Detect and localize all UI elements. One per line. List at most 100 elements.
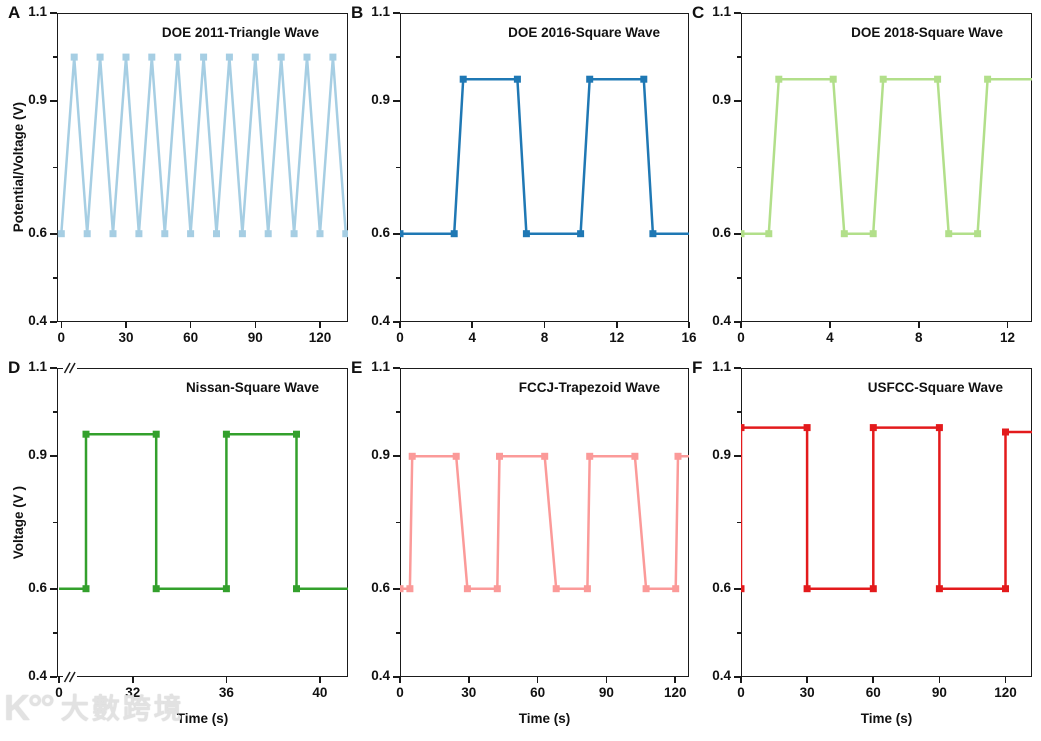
data-marker bbox=[96, 53, 104, 61]
data-marker bbox=[869, 585, 877, 593]
panel-title-C: DOE 2018-Square Wave bbox=[851, 25, 1003, 40]
data-marker bbox=[829, 75, 837, 83]
x-tick-label: 12 bbox=[609, 330, 625, 345]
data-marker bbox=[493, 585, 501, 593]
data-marker bbox=[631, 452, 639, 460]
data-marker bbox=[1002, 585, 1009, 593]
y-tick-label: 0.4 bbox=[712, 668, 731, 683]
data-marker bbox=[293, 430, 300, 438]
x-tick-label: 0 bbox=[57, 330, 66, 345]
x-tick-label: 120 bbox=[663, 685, 687, 700]
y-major-tick bbox=[393, 367, 400, 369]
y-tick-label: 0.4 bbox=[371, 668, 390, 683]
x-tick-label: 60 bbox=[183, 330, 199, 345]
x-major-tick bbox=[399, 677, 401, 683]
y-major-tick bbox=[734, 455, 741, 458]
x-tick-label: 120 bbox=[308, 330, 332, 345]
y-major-tick bbox=[50, 455, 57, 458]
data-marker bbox=[122, 53, 130, 61]
data-marker bbox=[251, 53, 259, 61]
y-major-tick bbox=[734, 12, 741, 14]
y-tick-label: 0.4 bbox=[28, 668, 47, 683]
y-minor-tick bbox=[396, 277, 400, 279]
x-axis-title-D: Time (s) bbox=[176, 711, 229, 726]
waveform-A bbox=[57, 53, 348, 238]
data-marker bbox=[342, 230, 348, 238]
y-minor-tick bbox=[53, 277, 57, 279]
wave-line-C bbox=[741, 77, 1032, 235]
x-tick-label: 40 bbox=[312, 685, 328, 700]
data-marker bbox=[406, 585, 414, 593]
x-major-tick bbox=[740, 677, 742, 683]
y-major-tick bbox=[393, 321, 400, 323]
data-marker bbox=[408, 452, 416, 460]
y-axis-title-text: Potential/Voltage (V) bbox=[10, 102, 26, 233]
y-tick-label: 0.6 bbox=[712, 224, 731, 240]
y-tick-label: 0.9 bbox=[712, 92, 731, 108]
data-marker bbox=[70, 53, 78, 61]
x-major-tick bbox=[125, 322, 127, 328]
y-major-tick bbox=[50, 232, 57, 235]
data-marker bbox=[674, 452, 682, 460]
x-tick-label: 120 bbox=[994, 685, 1017, 700]
wave-line-D bbox=[59, 432, 348, 590]
y-major-tick bbox=[393, 232, 400, 235]
data-marker bbox=[672, 585, 680, 593]
data-marker bbox=[161, 230, 169, 238]
data-marker bbox=[200, 53, 208, 61]
data-marker bbox=[803, 585, 811, 593]
x-major-tick bbox=[605, 677, 608, 683]
y-major-tick bbox=[50, 587, 57, 590]
data-marker bbox=[496, 452, 503, 460]
y-tick-label: 0.4 bbox=[28, 313, 47, 328]
y-major-tick bbox=[50, 100, 57, 103]
data-marker bbox=[974, 230, 982, 238]
y-tick-label: 0.9 bbox=[28, 447, 47, 463]
x-tick-label: 0 bbox=[55, 685, 63, 700]
y-minor-tick bbox=[737, 277, 741, 279]
y-minor-tick bbox=[737, 56, 741, 58]
axis-break-mark bbox=[63, 362, 77, 374]
data-marker bbox=[935, 585, 943, 593]
y-tick-label: 1.1 bbox=[28, 359, 47, 374]
y-major-tick bbox=[734, 321, 741, 323]
waveform-B bbox=[400, 75, 689, 238]
data-marker bbox=[238, 230, 246, 238]
data-marker bbox=[400, 230, 404, 238]
x-tick-label: 32 bbox=[125, 685, 141, 700]
x-tick-label: 60 bbox=[530, 685, 546, 700]
data-marker bbox=[293, 585, 300, 593]
x-major-tick bbox=[319, 322, 321, 328]
x-tick-label: 0 bbox=[396, 330, 404, 345]
y-tick-label: 1.1 bbox=[712, 4, 731, 19]
watermark: K°° 大數跨境 bbox=[4, 688, 185, 728]
data-marker bbox=[225, 53, 233, 61]
x-tick-label: 16 bbox=[681, 330, 697, 345]
data-marker bbox=[109, 230, 117, 238]
x-major-tick bbox=[615, 322, 618, 328]
x-major-tick bbox=[806, 677, 808, 683]
x-major-tick bbox=[254, 322, 257, 328]
data-marker bbox=[152, 430, 160, 438]
x-axis-title-E: Time (s) bbox=[518, 711, 571, 726]
y-minor-tick bbox=[737, 521, 741, 524]
data-marker bbox=[513, 75, 521, 83]
data-marker bbox=[649, 230, 657, 238]
data-marker bbox=[642, 585, 650, 593]
watermark-brand-text: 大數跨境 bbox=[60, 693, 185, 724]
x-major-tick bbox=[399, 322, 401, 328]
x-major-tick bbox=[468, 677, 470, 683]
data-marker bbox=[945, 230, 953, 238]
y-major-tick bbox=[734, 367, 741, 369]
data-marker bbox=[187, 230, 195, 238]
data-marker bbox=[552, 585, 560, 593]
x-major-tick bbox=[189, 322, 192, 328]
y-tick-label: 0.9 bbox=[371, 447, 390, 463]
x-major-tick bbox=[1006, 322, 1009, 328]
y-major-tick bbox=[393, 455, 400, 458]
panel-title-B: DOE 2016-Square Wave bbox=[508, 25, 660, 40]
x-tick-label: 0 bbox=[737, 685, 745, 700]
y-minor-tick bbox=[737, 166, 741, 169]
x-tick-label: 30 bbox=[799, 685, 815, 700]
